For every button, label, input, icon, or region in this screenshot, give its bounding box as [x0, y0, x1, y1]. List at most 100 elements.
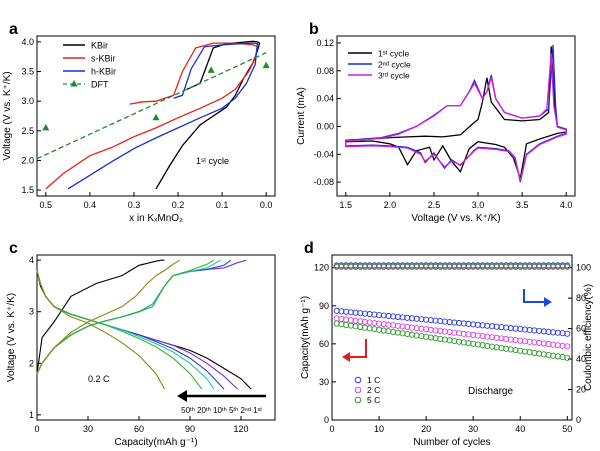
x-tick-label: 0.0 [260, 200, 273, 210]
x-tick-label: 60 [134, 424, 144, 434]
efficiency-point [366, 263, 373, 270]
capacity-point [536, 339, 543, 347]
y-right-tick-label: 0 [576, 415, 581, 425]
y-axis-label: Voltage (V vs. K⁺/K) [6, 293, 17, 382]
capacity-point [413, 325, 420, 332]
y-tick-label: -0.08 [313, 177, 334, 187]
discharge-curve [36, 270, 225, 390]
efficiency-point [385, 263, 392, 270]
legend-label: 5 C [367, 395, 380, 405]
efficiency-point [479, 263, 486, 270]
capacity-point [366, 319, 373, 326]
y-tick-label: 0.00 [316, 121, 334, 131]
efficiency-point [423, 263, 430, 270]
y-tick-label: 0.12 [316, 38, 334, 48]
capacity-point [554, 342, 561, 349]
efficiency-point [418, 263, 425, 270]
legend-label: 2ⁿᵈ cycle [378, 60, 411, 70]
capacity-point [493, 323, 500, 330]
capacity-point [554, 329, 561, 336]
capacity-point [380, 312, 387, 319]
efficiency-point [371, 263, 378, 270]
efficiency-point [437, 263, 444, 270]
plot-frame [36, 35, 276, 197]
capacity-point [390, 322, 397, 329]
efficiency-point [376, 263, 383, 270]
capacity-point [427, 326, 434, 333]
y-tick-label: 2.0 [21, 155, 34, 165]
efficiency-point [451, 263, 458, 270]
efficiency-point [408, 263, 416, 270]
panel-letter: d [304, 240, 314, 257]
capacity-point [376, 320, 383, 327]
capacity-point [333, 307, 340, 314]
efficiency-point [507, 263, 514, 270]
capacity-point [550, 329, 557, 336]
y-tick-label: 0.08 [316, 66, 334, 76]
efficiency-point [413, 263, 420, 270]
capacity-point [540, 340, 547, 347]
y-tick-label: 2 [29, 358, 34, 368]
legend-marker [354, 376, 362, 384]
capacity-point [399, 314, 406, 321]
y-tick-label: 3.0 [21, 96, 34, 106]
legend-label: h-KBir [91, 67, 116, 77]
capacity-point [423, 316, 430, 323]
legend-marker [354, 396, 362, 404]
plot-frame [336, 35, 576, 197]
capacity-point [404, 323, 411, 331]
x-tick-label: 50 [562, 424, 572, 434]
capacity-point [536, 327, 543, 334]
x-tick-label: 40 [515, 424, 525, 434]
efficiency-point [427, 263, 434, 270]
y-right-tick-label: 60 [576, 324, 586, 334]
x-tick-label: 30 [83, 424, 93, 434]
capacity-point [498, 335, 505, 342]
efficiency-point [361, 263, 368, 270]
efficiency-point [390, 263, 397, 270]
efficiency-point [338, 263, 345, 270]
efficiency-point [498, 263, 505, 270]
capacity-point [437, 327, 444, 335]
annotation: Discharge [468, 386, 513, 397]
plot-frame [36, 254, 276, 421]
legend-label: 3ʳᵈ cycle [378, 71, 410, 81]
x-tick-label: 1.5 [340, 200, 353, 210]
legend-label: s-KBir [91, 54, 116, 64]
efficiency-point [352, 263, 359, 270]
discharge-curve [36, 270, 203, 390]
x-tick-label: 2.0 [384, 200, 397, 210]
dft-point [207, 66, 215, 73]
y-tick-label: 0.04 [316, 94, 334, 104]
capacity-point [361, 318, 368, 325]
capacity-point [347, 309, 354, 316]
capacity-point [394, 322, 401, 329]
dft-point [262, 61, 270, 69]
capacity-point [503, 324, 510, 331]
efficiency-point [536, 263, 543, 270]
y-axis-label: Current (mA) [296, 87, 307, 145]
capacity-point [361, 310, 368, 317]
capacity-point [357, 318, 364, 325]
capacity-point [376, 311, 383, 319]
efficiency-point [404, 263, 411, 270]
efficiency-point [470, 263, 477, 270]
series-line [45, 42, 259, 190]
capacity-point [470, 321, 477, 328]
capacity-point [512, 325, 519, 332]
capacity-point [418, 325, 425, 332]
capacity-point [366, 311, 373, 318]
annotation: 0.2 C [88, 374, 110, 384]
capacity-axis-arrow [348, 339, 367, 358]
x-tick-label: 0.3 [128, 200, 141, 210]
panel-c: 0 30 60 90 120 1 2 3 4 Capacity(mAh g⁻¹) Voltage (… [6, 240, 276, 448]
x-axis-label: Capacity(mAh g⁻¹) [114, 437, 197, 448]
x-tick-label: 3.5 [516, 200, 529, 210]
efficiency-point [357, 263, 364, 270]
y-right-tick-label: 80 [576, 293, 586, 303]
efficiency-axis-arrow [523, 289, 546, 303]
cv-curve [345, 53, 567, 181]
panel-letter: b [309, 21, 319, 38]
arrow-head [177, 390, 187, 402]
